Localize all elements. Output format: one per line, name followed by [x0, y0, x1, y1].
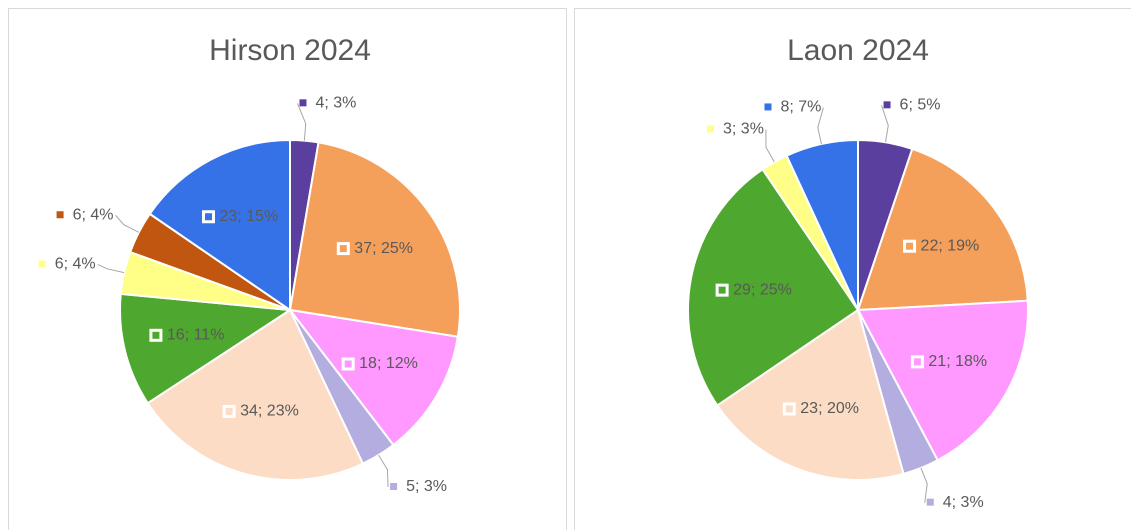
- data-label: 18; 12%: [359, 355, 418, 372]
- label-key: [336, 242, 350, 256]
- label-key: [149, 328, 163, 342]
- label-key: [707, 125, 715, 133]
- leader-line: [97, 264, 125, 274]
- label-key: [883, 101, 891, 109]
- pie-slice: [687, 167, 860, 407]
- data-label: 23; 20%: [800, 400, 859, 417]
- chart-title: Laon 2024: [787, 34, 929, 67]
- pie-slice: [288, 141, 461, 338]
- data-label: 6; 4%: [55, 256, 96, 273]
- data-label: 6; 5%: [900, 97, 941, 114]
- label-key: [715, 283, 729, 297]
- data-label: 16; 11%: [167, 327, 225, 344]
- data-label: 5; 3%: [406, 478, 447, 495]
- data-label: 4; 3%: [315, 95, 356, 112]
- chart-title: Hirson 2024: [209, 34, 371, 67]
- pie-slice: [119, 292, 293, 405]
- data-label: 29; 25%: [733, 281, 792, 298]
- pie-slice: [146, 308, 365, 481]
- label-key: [903, 239, 917, 253]
- pie-slice: [856, 147, 1029, 312]
- leader-line: [115, 214, 140, 233]
- label-key: [341, 357, 355, 371]
- label-key: [222, 404, 236, 418]
- data-label: 22; 19%: [921, 237, 980, 254]
- data-label: 8; 7%: [780, 99, 821, 116]
- label-key: [299, 99, 307, 107]
- label-key: [202, 210, 216, 224]
- label-key: [926, 498, 934, 506]
- label-key: [764, 103, 772, 111]
- leader-line: [297, 103, 307, 141]
- label-key: [782, 402, 796, 416]
- label-key: [38, 260, 46, 268]
- data-label: 21; 18%: [928, 353, 987, 370]
- leader-line: [378, 454, 389, 488]
- leader-line: [920, 467, 928, 503]
- leader-line: [881, 105, 889, 143]
- label-key: [910, 355, 924, 369]
- data-label: 34; 23%: [240, 403, 299, 420]
- pie-slice: [287, 308, 460, 447]
- data-label: 4; 3%: [943, 494, 984, 511]
- pie-slice: [148, 138, 291, 312]
- pie-slice: [715, 308, 905, 481]
- label-key: [56, 211, 64, 219]
- pie-slice: [856, 299, 1029, 462]
- data-label: 3; 3%: [723, 121, 764, 138]
- data-label: 6; 4%: [73, 206, 114, 223]
- leader-line: [765, 129, 775, 163]
- label-key: [390, 483, 398, 491]
- pie-slice: [785, 138, 859, 311]
- data-label: 23; 15%: [220, 208, 279, 225]
- data-label: 37; 25%: [354, 240, 413, 257]
- leader-line: [817, 107, 824, 145]
